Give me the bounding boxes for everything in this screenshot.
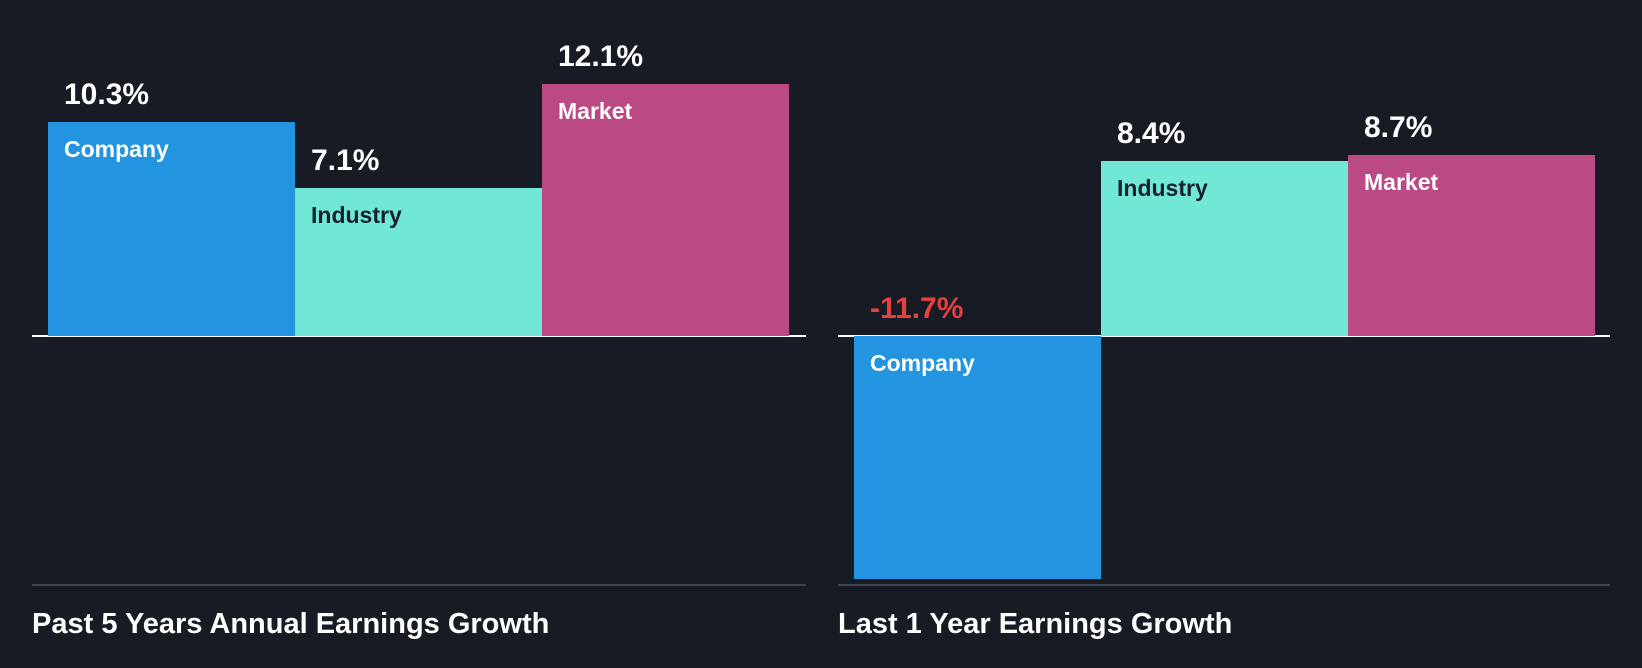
x-axis-line bbox=[838, 584, 1610, 586]
bar-value-label: 8.7% bbox=[1364, 111, 1433, 145]
bar-company: Company bbox=[48, 121, 295, 336]
bar-company: Company bbox=[854, 336, 1101, 580]
bar-value-label: 12.1% bbox=[558, 40, 644, 74]
bar-category-label: Company bbox=[870, 350, 975, 376]
zero-baseline bbox=[838, 335, 1610, 337]
bar-value-label: 7.1% bbox=[311, 144, 380, 178]
bar-market: Market bbox=[1348, 155, 1595, 336]
bar-value-label: 8.4% bbox=[1117, 117, 1186, 151]
bar-category-label: Company bbox=[64, 135, 169, 162]
bar-category-label: Industry bbox=[311, 202, 402, 229]
chart-title: Last 1 Year Earnings Growth bbox=[838, 608, 1233, 640]
bar-category-label: Industry bbox=[1117, 175, 1208, 202]
past-5-years-chart: Past 5 Years Annual Earnings Growth Comp… bbox=[0, 0, 820, 668]
bar-industry: Industry bbox=[1101, 161, 1348, 336]
bar-category-label: Market bbox=[558, 98, 633, 125]
bar-market: Market bbox=[542, 84, 789, 336]
x-axis-line bbox=[32, 584, 806, 586]
zero-baseline bbox=[32, 335, 806, 337]
chart-title: Past 5 Years Annual Earnings Growth bbox=[32, 608, 550, 640]
bar-value-label: 10.3% bbox=[64, 77, 150, 111]
bar-value-label: -11.7% bbox=[870, 292, 964, 325]
bar-category-label: Market bbox=[1364, 169, 1439, 196]
bar-industry: Industry bbox=[295, 188, 542, 336]
